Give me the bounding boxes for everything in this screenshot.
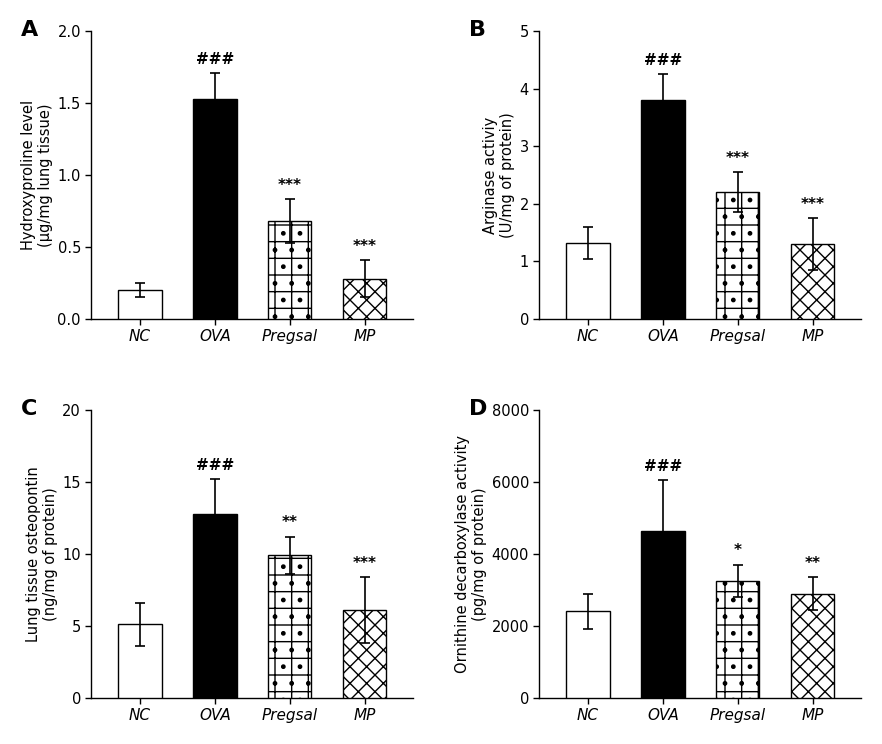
Bar <box>716 192 759 319</box>
Y-axis label: Arginase activiy
(U/mg of protein): Arginase activiy (U/mg of protein) <box>483 112 515 238</box>
Bar <box>566 612 609 698</box>
Text: ***: *** <box>353 239 377 254</box>
Bar <box>641 100 684 319</box>
Bar <box>118 290 161 319</box>
Text: ***: *** <box>278 178 302 193</box>
Text: *: * <box>734 543 742 559</box>
Bar <box>268 556 311 698</box>
Bar <box>343 610 386 698</box>
Bar <box>118 624 161 698</box>
Bar <box>641 530 684 698</box>
Text: B: B <box>468 20 485 39</box>
Text: D: D <box>468 399 487 419</box>
Bar <box>791 244 834 319</box>
Text: **: ** <box>281 516 297 530</box>
Bar <box>343 278 386 319</box>
Text: ###: ### <box>196 458 234 473</box>
Text: ***: *** <box>353 556 377 571</box>
Bar <box>566 243 609 319</box>
Bar <box>268 221 311 319</box>
Text: ###: ### <box>644 459 682 474</box>
Y-axis label: Lung tissue osteopontin
(ng/mg of protein): Lung tissue osteopontin (ng/mg of protei… <box>26 466 58 642</box>
Bar <box>193 99 236 319</box>
Text: ***: *** <box>726 151 750 166</box>
Bar <box>791 594 834 698</box>
Y-axis label: Hydroxyproline level
(μg/mg lung tissue): Hydroxyproline level (μg/mg lung tissue) <box>21 100 53 250</box>
Text: ###: ### <box>196 51 234 67</box>
Text: ***: *** <box>801 197 825 212</box>
Bar <box>716 581 759 698</box>
Text: A: A <box>20 20 38 39</box>
Text: **: ** <box>804 556 820 571</box>
Y-axis label: Ornithine decarboxylase activity
(pg/mg of protein): Ornithine decarboxylase activity (pg/mg … <box>455 435 487 673</box>
Text: ###: ### <box>644 53 682 68</box>
Bar <box>193 513 236 698</box>
Text: C: C <box>20 399 37 419</box>
